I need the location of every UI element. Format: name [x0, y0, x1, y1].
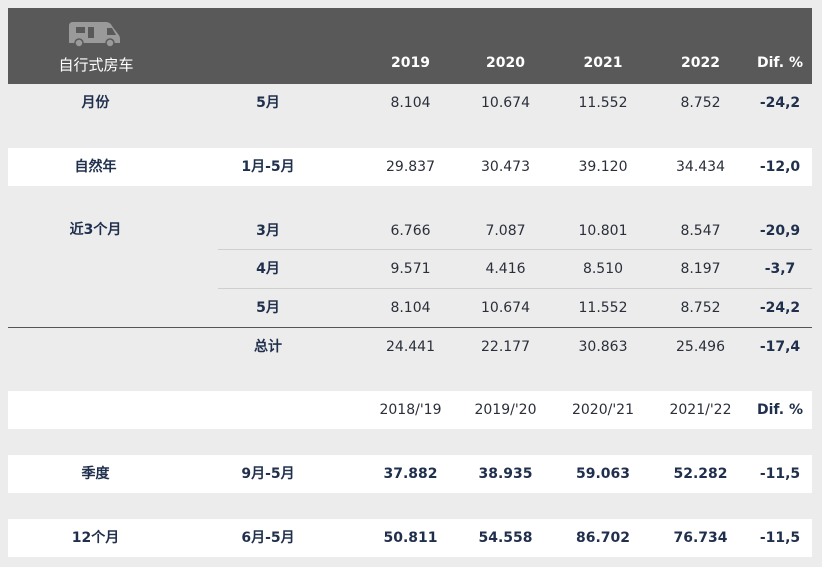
- dif-cell: -24,2: [759, 95, 801, 111]
- table-header: 自行式房车 2019 2020 2021 2022 Dif. %: [8, 8, 812, 84]
- dif-cell: -24,2: [759, 300, 801, 316]
- season-header: 2019/'20: [474, 402, 537, 418]
- row-group-label: 近3个月: [8, 211, 812, 249]
- dif-header: Dif. %: [757, 402, 803, 418]
- dif-cell: -11,5: [759, 530, 801, 546]
- value-cell: 9.571: [390, 261, 431, 277]
- year-2019-header: 2019: [391, 55, 430, 71]
- value-cell: 52.282: [673, 466, 728, 482]
- value-cell: 4.416: [485, 261, 526, 277]
- row-period: 9月-5月: [241, 466, 295, 482]
- value-cell: 8.547: [680, 223, 721, 239]
- row-label: 季度: [81, 466, 110, 482]
- value-cell: 6.766: [390, 223, 431, 239]
- value-cell: 8.104: [390, 300, 431, 316]
- season-header: 2018/'19: [379, 402, 442, 418]
- row-period: 5月: [256, 95, 280, 111]
- year-2022-header: 2022: [681, 55, 720, 71]
- value-cell: 30.473: [481, 159, 530, 175]
- row-period: 1月-5月: [241, 159, 295, 175]
- value-cell: 22.177: [481, 339, 530, 355]
- value-cell: 8.752: [680, 300, 721, 316]
- value-cell: 8.752: [680, 95, 721, 111]
- row-period: 4月: [256, 261, 280, 277]
- value-cell: 8.510: [582, 261, 624, 277]
- row-period: 总计: [254, 339, 282, 355]
- dif-cell: -12,0: [759, 159, 801, 175]
- row-divider: [218, 249, 812, 250]
- value-cell: 86.702: [575, 530, 631, 546]
- table-row: 5月 8.104 10.674 11.552 8.752 -24,2: [8, 289, 812, 327]
- row-label: 12个月: [71, 530, 120, 546]
- value-cell: 38.935: [478, 466, 533, 482]
- value-cell: 10.801: [578, 223, 628, 239]
- row-label: 近3个月: [69, 222, 122, 238]
- row-period: 6月-5月: [241, 530, 295, 546]
- value-cell: 54.558: [478, 530, 533, 546]
- header-title: 自行式房车: [58, 56, 134, 74]
- value-cell: 10.674: [481, 300, 530, 316]
- table-row: 季度 9月-5月 37.882 38.935 59.063 52.282 -11…: [8, 455, 812, 493]
- table-row: 12个月 6月-5月 50.811 54.558 86.702 76.734 -…: [8, 519, 812, 557]
- dif-cell: -17,4: [759, 339, 801, 355]
- table-row: 月份 5月 8.104 10.674 11.552 8.752 -24,2: [8, 84, 812, 122]
- value-cell: 24.441: [386, 339, 435, 355]
- dif-cell: -11,5: [759, 466, 801, 482]
- value-cell: 29.837: [386, 159, 435, 175]
- row-period: 3月: [256, 223, 280, 239]
- value-cell: 30.863: [578, 339, 628, 355]
- season-header: 2020/'21: [571, 402, 634, 418]
- value-cell: 11.552: [578, 95, 628, 111]
- value-cell: 25.496: [676, 339, 725, 355]
- row-period: 5月: [256, 300, 280, 316]
- camper-van-icon: [69, 22, 120, 48]
- row-label: 自然年: [74, 159, 117, 175]
- dif-cell: -3,7: [764, 261, 796, 277]
- value-cell: 50.811: [383, 530, 438, 546]
- season-header-row: 2018/'19 2019/'20 2020/'21 2021/'22 Dif.…: [8, 391, 812, 429]
- dif-header: Dif. %: [757, 55, 803, 71]
- season-header: 2021/'22: [669, 402, 732, 418]
- value-cell: 39.120: [578, 159, 628, 175]
- value-cell: 11.552: [578, 300, 628, 316]
- row-label: 月份: [81, 95, 110, 111]
- total-divider: [8, 327, 812, 328]
- table-row: 自然年 1月-5月 29.837 30.473 39.120 34.434 -1…: [8, 148, 812, 186]
- dif-cell: -20,9: [759, 223, 801, 239]
- value-cell: 10.674: [481, 95, 530, 111]
- year-2021-header: 2021: [583, 55, 623, 71]
- value-cell: 7.087: [485, 223, 526, 239]
- table-row-total: 总计 24.441 22.177 30.863 25.496 -17,4: [8, 328, 812, 366]
- row-divider: [218, 288, 812, 289]
- table-row: 4月 9.571 4.416 8.510 8.197 -3,7: [8, 250, 812, 288]
- table-row: 3月 6.766 7.087 10.801 8.547 -20,9: [8, 212, 812, 250]
- value-cell: 76.734: [673, 530, 728, 546]
- value-cell: 8.104: [390, 95, 431, 111]
- value-cell: 8.197: [680, 261, 721, 277]
- year-2020-header: 2020: [486, 55, 525, 71]
- value-cell: 34.434: [676, 159, 725, 175]
- value-cell: 37.882: [383, 466, 438, 482]
- value-cell: 59.063: [575, 466, 631, 482]
